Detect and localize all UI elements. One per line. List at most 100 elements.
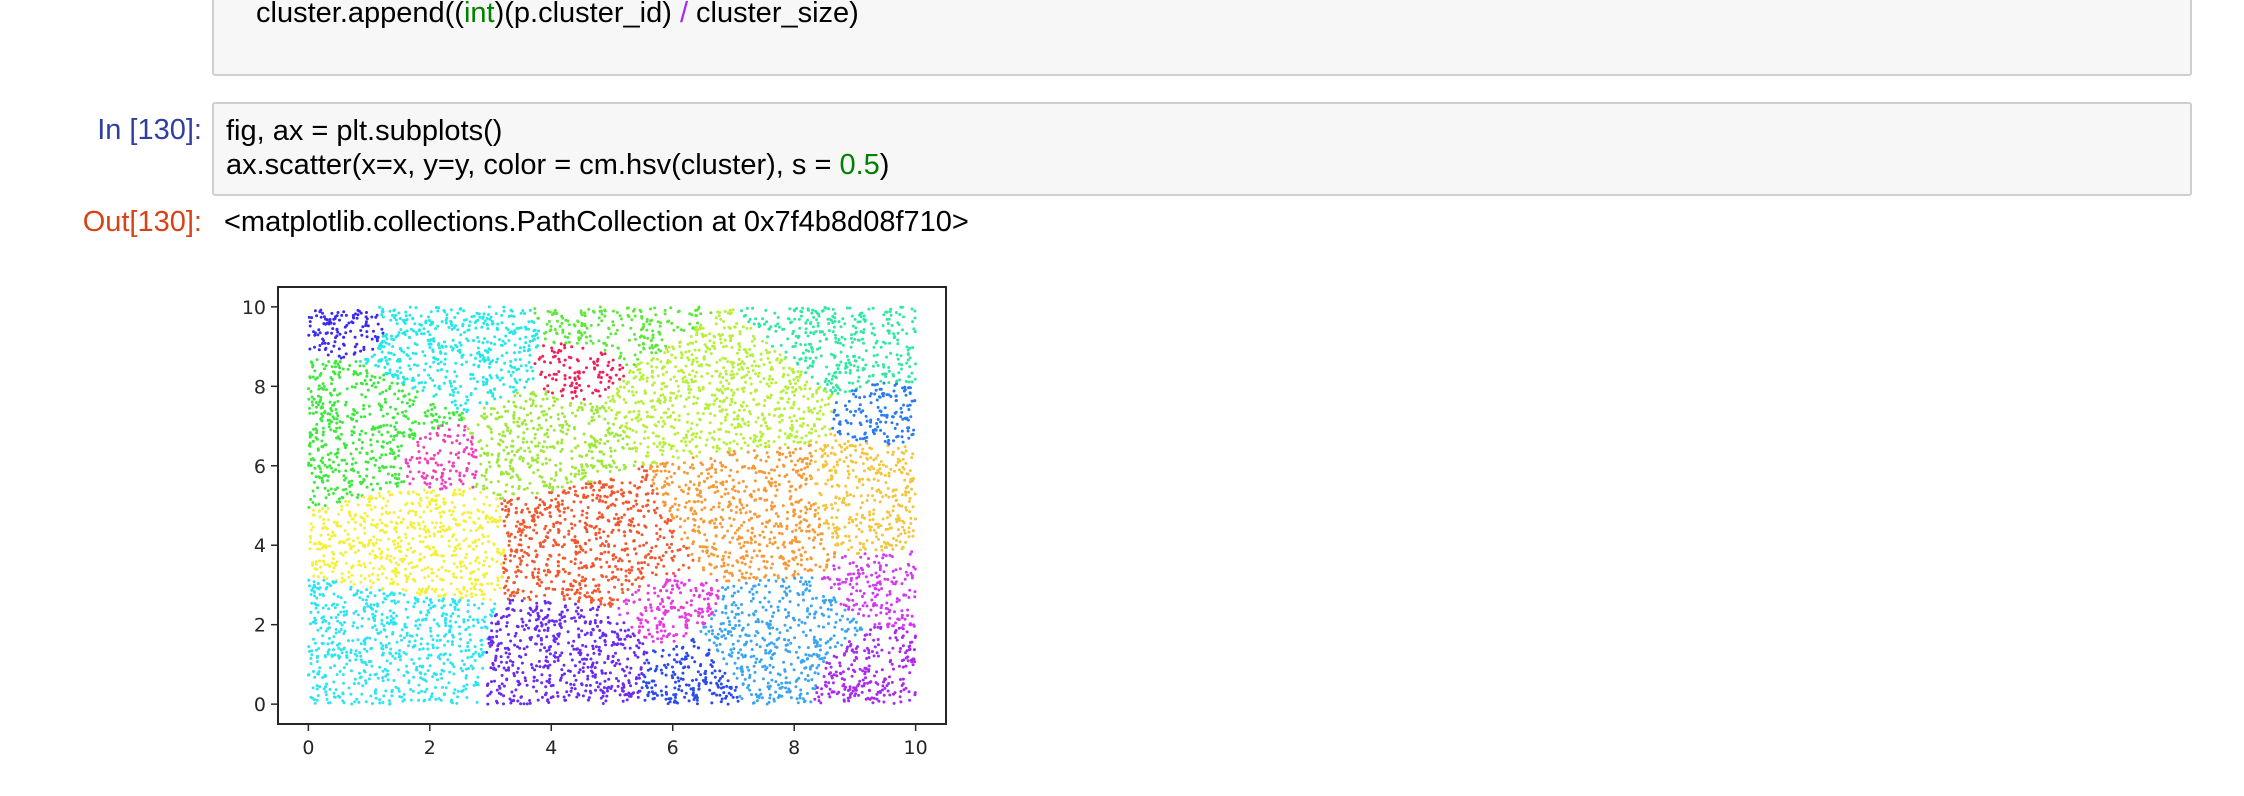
scatter-point bbox=[449, 384, 453, 388]
scatter-point bbox=[756, 374, 760, 378]
scatter-point bbox=[764, 441, 767, 445]
scatter-point bbox=[429, 403, 433, 407]
scatter-point bbox=[868, 584, 872, 588]
scatter-point bbox=[495, 701, 499, 705]
scatter-point bbox=[893, 494, 897, 498]
scatter-point bbox=[406, 600, 410, 604]
scatter-point bbox=[621, 366, 625, 370]
scatter-point bbox=[403, 567, 407, 571]
scatter-point bbox=[871, 306, 875, 310]
scatter-point bbox=[710, 588, 714, 592]
scatter-point bbox=[897, 323, 901, 326]
scatter-point bbox=[351, 457, 355, 461]
scatter-point bbox=[545, 445, 549, 449]
scatter-point bbox=[666, 663, 670, 666]
scatter-point bbox=[768, 684, 772, 688]
scatter-point bbox=[715, 578, 719, 582]
scatter-point bbox=[839, 445, 843, 449]
scatter-point bbox=[698, 481, 701, 485]
scatter-point bbox=[448, 653, 452, 657]
scatter-point bbox=[740, 611, 744, 615]
scatter-point bbox=[897, 664, 901, 668]
scatter-point bbox=[743, 489, 747, 493]
code-cell-130[interactable]: fig, ax = plt.subplots() ax.scatter(x=x,… bbox=[212, 102, 2192, 196]
scatter-point bbox=[329, 616, 333, 620]
scatter-point bbox=[370, 646, 374, 650]
scatter-point bbox=[497, 684, 501, 688]
scatter-point bbox=[333, 664, 337, 668]
scatter-point bbox=[802, 410, 806, 414]
scatter-point bbox=[888, 341, 892, 345]
scatter-point bbox=[754, 456, 758, 460]
scatter-point bbox=[567, 529, 571, 533]
scatter-point bbox=[489, 598, 493, 602]
scatter-point bbox=[667, 653, 671, 657]
scatter-point bbox=[553, 328, 557, 331]
scatter-point bbox=[747, 683, 751, 687]
scatter-point bbox=[849, 410, 853, 414]
scatter-point bbox=[423, 576, 427, 580]
scatter-point bbox=[873, 625, 877, 629]
scatter-point bbox=[491, 322, 495, 325]
scatter-point bbox=[511, 598, 515, 602]
scatter-point bbox=[342, 355, 346, 359]
scatter-point bbox=[578, 519, 582, 523]
scatter-point bbox=[416, 591, 419, 595]
scatter-point bbox=[579, 586, 583, 590]
scatter-point bbox=[603, 544, 607, 548]
scatter-point bbox=[651, 415, 655, 419]
scatter-point bbox=[506, 606, 510, 610]
scatter-point bbox=[364, 598, 368, 602]
scatter-point bbox=[824, 433, 828, 437]
scatter-point bbox=[743, 677, 747, 681]
scatter-point bbox=[488, 465, 492, 469]
scatter-point bbox=[685, 471, 689, 475]
scatter-point bbox=[345, 612, 348, 616]
scatter-point bbox=[417, 461, 421, 464]
scatter-point bbox=[614, 512, 618, 516]
scatter-point bbox=[746, 420, 750, 424]
scatter-point bbox=[818, 409, 822, 413]
scatter-point bbox=[680, 439, 683, 443]
scatter-point bbox=[548, 511, 552, 515]
scatter-point bbox=[621, 689, 625, 693]
scatter-point bbox=[350, 462, 354, 466]
scatter-point bbox=[421, 647, 425, 651]
scatter-point bbox=[375, 313, 379, 317]
scatter-point bbox=[721, 356, 725, 360]
scatter-point bbox=[585, 684, 588, 687]
scatter-point bbox=[762, 535, 766, 539]
scatter-point bbox=[672, 658, 676, 662]
scatter-point bbox=[673, 579, 677, 583]
scatter-point bbox=[699, 495, 703, 499]
scatter-point bbox=[559, 342, 563, 346]
scatter-point bbox=[707, 591, 711, 595]
scatter-point bbox=[687, 499, 691, 503]
scatter-point bbox=[382, 378, 386, 382]
scatter-point bbox=[564, 318, 568, 322]
scatter-point bbox=[906, 608, 910, 612]
scatter-point bbox=[334, 631, 338, 635]
scatter-point bbox=[899, 678, 902, 681]
scatter-point bbox=[611, 554, 615, 557]
scatter-point bbox=[390, 337, 394, 341]
scatter-point bbox=[312, 480, 316, 484]
scatter-point bbox=[690, 599, 693, 603]
scatter-point bbox=[721, 480, 725, 484]
scatter-point bbox=[836, 430, 840, 434]
scatter-point bbox=[867, 557, 870, 560]
scatter-point bbox=[745, 550, 749, 553]
scatter-point bbox=[773, 468, 776, 472]
scatter-point bbox=[631, 393, 635, 397]
scatter-point bbox=[521, 671, 525, 675]
scatter-point bbox=[853, 317, 857, 321]
scatter-point bbox=[693, 529, 697, 533]
scatter-point bbox=[464, 687, 468, 691]
scatter-point bbox=[872, 467, 876, 471]
scatter-point bbox=[864, 697, 868, 701]
code-cell-previous[interactable]: cluster.append((int)(p.cluster_id) / clu… bbox=[212, 0, 2192, 76]
scatter-point bbox=[346, 414, 350, 418]
scatter-point bbox=[527, 626, 530, 630]
scatter-point bbox=[670, 535, 674, 539]
scatter-point bbox=[711, 629, 714, 633]
